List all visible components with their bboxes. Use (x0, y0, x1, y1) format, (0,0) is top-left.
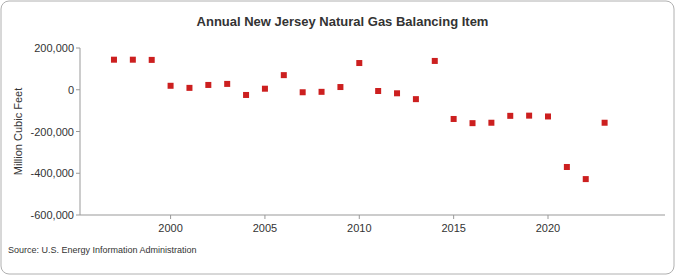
point (564, 164, 570, 170)
y-tick-label: -200,000 (31, 126, 74, 138)
point (300, 89, 306, 95)
x-tick-label: 2015 (441, 222, 465, 234)
y-tick (76, 48, 80, 49)
point (432, 58, 438, 64)
title: Annual New Jersey Natural Gas Balancing … (197, 14, 489, 29)
point (224, 81, 230, 87)
point (111, 57, 117, 63)
chart: Annual New Jersey Natural Gas Balancing … (0, 0, 675, 275)
x-tick (170, 215, 171, 219)
y-tick (76, 215, 80, 216)
point (545, 113, 551, 119)
point (451, 116, 457, 122)
y-axis-label: Million Cubic Feet (12, 88, 24, 175)
point (319, 89, 325, 95)
point (130, 57, 136, 63)
point (168, 83, 174, 89)
y-tick-label: 200,000 (34, 42, 74, 54)
point (243, 92, 249, 98)
x-tick-label: 2020 (536, 222, 560, 234)
x-tick (359, 215, 360, 219)
point (186, 85, 192, 91)
y-tick-label: -600,000 (31, 209, 74, 221)
point (356, 60, 362, 66)
x-tick-label: 2005 (253, 222, 277, 234)
point (470, 120, 476, 126)
y-tick-label: 0 (68, 84, 74, 96)
point (602, 120, 608, 126)
y-tick (76, 131, 80, 132)
point (281, 72, 287, 78)
point (205, 82, 211, 88)
y-tick-label: -400,000 (31, 167, 74, 179)
points (111, 57, 608, 182)
point (488, 120, 494, 126)
point (526, 113, 532, 119)
x-tick (453, 215, 454, 219)
x-tick-label: 2000 (158, 222, 182, 234)
point (337, 84, 343, 90)
point (507, 113, 513, 119)
x-tick-label: 2010 (347, 222, 371, 234)
point (583, 176, 589, 182)
x-tick (548, 215, 549, 219)
point (149, 57, 155, 63)
point (262, 86, 268, 92)
frame (1, 1, 674, 274)
y-tick (76, 89, 80, 90)
x-axis (80, 215, 665, 216)
point (394, 90, 400, 96)
x-tick (264, 215, 265, 219)
point (375, 88, 381, 94)
source: Source: U.S. Energy Information Administ… (8, 245, 197, 255)
point (413, 96, 419, 102)
y-tick (76, 173, 80, 174)
